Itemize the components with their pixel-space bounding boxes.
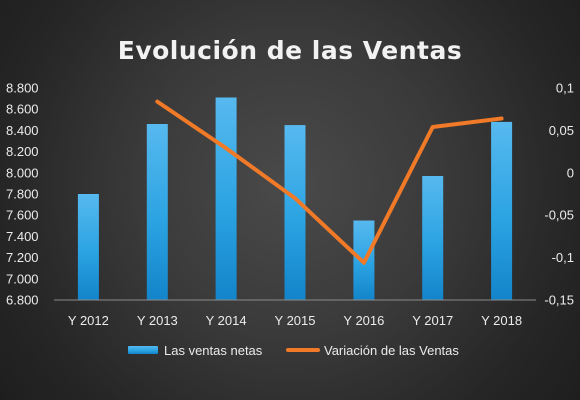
right-axis-tick-label: 0,05 xyxy=(549,123,574,138)
x-axis-tick-label: Y 2017 xyxy=(412,313,453,328)
x-axis-tick-labels: Y 2012 Y 2013 Y 2014 Y 2015 Y 2016 Y 2017 Y 20… xyxy=(68,313,522,328)
left-axis-tick-label: 8.400 xyxy=(6,123,39,138)
left-axis-tick-label: 7.000 xyxy=(6,271,39,286)
variation-line xyxy=(155,99,504,265)
left-axis-tick-label: 7.600 xyxy=(6,208,39,223)
left-axis-tick-label: 6.800 xyxy=(6,293,39,308)
left-axis-tick-label: 8.200 xyxy=(6,144,39,159)
right-axis-tick-label: 0 xyxy=(567,165,574,180)
x-axis-tick-label: Y 2016 xyxy=(343,313,384,328)
left-axis-tick-label: 7.200 xyxy=(6,250,39,265)
bar xyxy=(146,124,168,300)
x-axis-tick-label: Y 2012 xyxy=(68,313,109,328)
left-axis-tick-label: 7.400 xyxy=(6,229,39,244)
bar-series-layer xyxy=(77,97,513,301)
x-axis-tick-label: Y 2014 xyxy=(206,313,247,328)
chart-title: Evolución de las Ventas xyxy=(118,36,463,65)
left-axis-tick-label: 8.800 xyxy=(6,81,39,96)
legend-line-label: Variación de las Ventas xyxy=(324,343,459,358)
right-axis-tick-label: 0,1 xyxy=(556,81,574,96)
x-axis-tick-label: Y 2013 xyxy=(137,313,178,328)
bar xyxy=(491,121,513,301)
bar xyxy=(422,176,444,300)
x-axis-tick-label: Y 2018 xyxy=(481,313,522,328)
x-axis-tick-label: Y 2015 xyxy=(275,313,316,328)
right-axis-tick-label: -0,1 xyxy=(552,250,574,265)
right-axis-tick-label: -0,15 xyxy=(544,293,574,308)
right-axis-tick-label: -0,05 xyxy=(544,208,574,223)
left-axis-tick-label: 8.000 xyxy=(6,165,39,180)
bar xyxy=(77,194,99,300)
legend-bar-swatch xyxy=(128,346,158,354)
right-axis-tick-labels: -0,15 -0,1 -0,05 0 0,05 0,1 xyxy=(544,81,574,308)
left-axis-tick-label: 7.800 xyxy=(6,187,39,202)
legend: Las ventas netas Variación de las Ventas xyxy=(128,343,459,358)
bar xyxy=(215,97,237,300)
left-axis-tick-label: 8.600 xyxy=(6,102,39,117)
bar xyxy=(284,125,306,300)
line-series-layer xyxy=(155,99,504,265)
legend-bar-label: Las ventas netas xyxy=(164,343,263,358)
left-axis-tick-labels: 6.800 7.000 7.200 7.400 7.600 7.800 8.000 8.200… xyxy=(6,81,39,308)
